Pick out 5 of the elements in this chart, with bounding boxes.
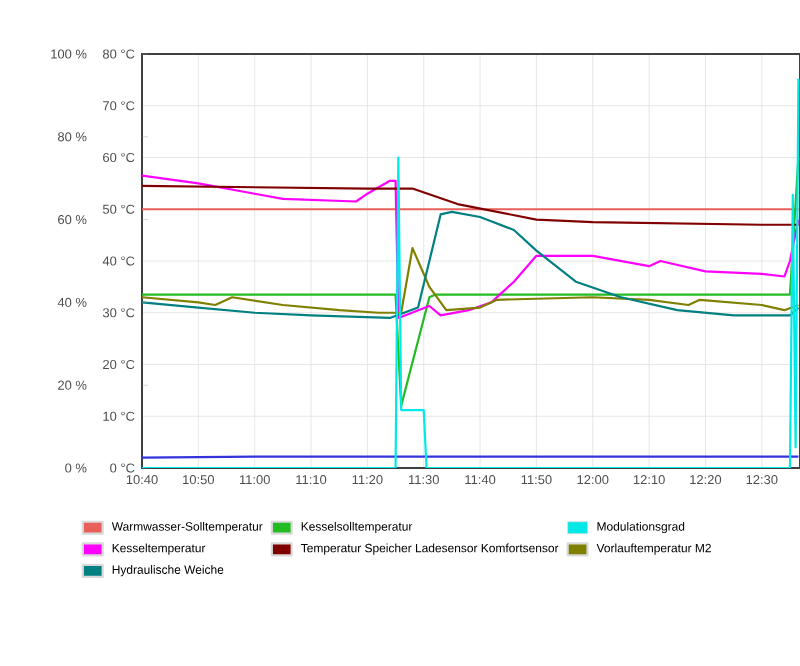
line-series xyxy=(142,246,800,314)
line-series xyxy=(142,210,800,320)
line-series xyxy=(142,184,800,226)
line-series xyxy=(142,77,800,468)
line-series xyxy=(142,174,800,320)
